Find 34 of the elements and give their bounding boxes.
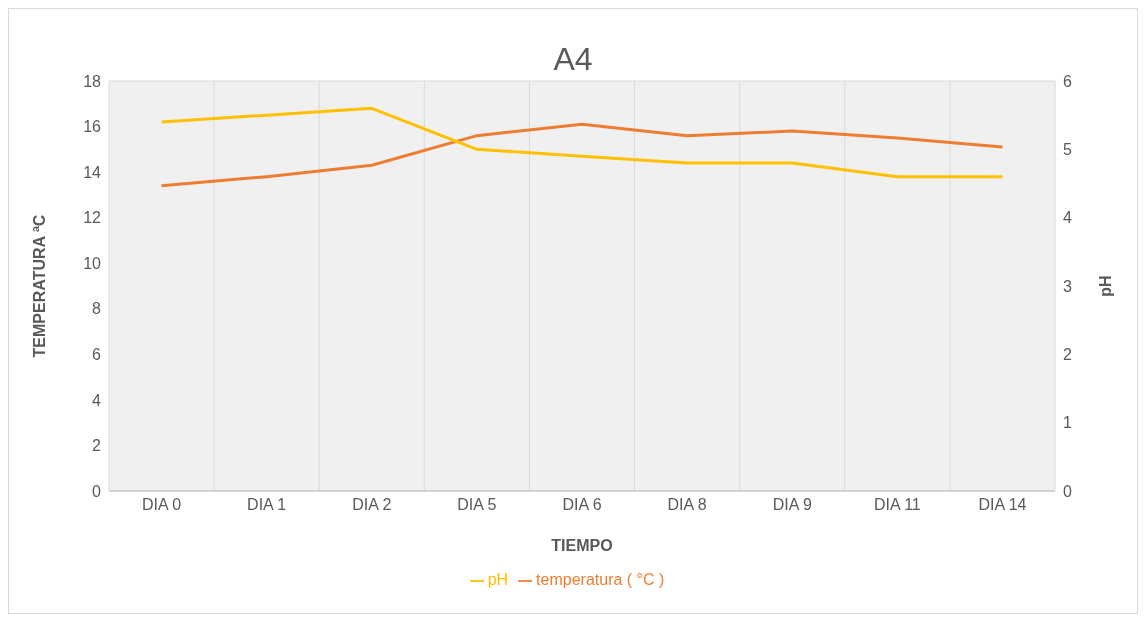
x-tick-label: DIA 0	[141, 496, 182, 514]
y2-tick-label: 0	[1063, 482, 1072, 500]
y-tick-label: 18	[83, 72, 102, 90]
x-tick-label: DIA 5	[457, 496, 497, 514]
y2-axis-title: pH	[1096, 275, 1114, 297]
y-tick-label: 0	[92, 482, 102, 500]
x-tick-label: DIA 8	[667, 496, 707, 514]
x-tick-label: DIA 14	[978, 496, 1027, 514]
y2-tick-label: 4	[1063, 209, 1072, 227]
y2-tick-label: 3	[1063, 277, 1072, 295]
y-tick-label: 8	[92, 300, 102, 318]
y-tick-label: 10	[83, 254, 102, 272]
y-tick-label: 4	[92, 391, 102, 409]
y2-tick-label: 1	[1063, 414, 1072, 432]
y-axis-title: TEMPERATURA ªC	[30, 214, 48, 358]
x-tick-label: DIA 11	[873, 496, 921, 514]
legend-label: temperatura ( °C )	[536, 571, 665, 588]
y2-tick-label: 2	[1063, 346, 1072, 364]
y2-tick-label: 6	[1063, 72, 1072, 90]
x-axis-title: TIEMPO	[551, 537, 613, 554]
y-tick-label: 2	[92, 437, 102, 455]
line-series	[160, 122, 1004, 188]
y-tick-label: 16	[83, 118, 102, 136]
y-tick-label: 14	[83, 163, 102, 181]
chart-title: A4	[552, 40, 594, 77]
legend-label: pH	[487, 571, 509, 588]
x-tick-label: DIA 9	[772, 496, 812, 514]
x-tick-label: DIA 1	[247, 496, 287, 514]
y-tick-label: 6	[92, 346, 102, 364]
line-series	[160, 106, 1004, 179]
x-tick-label: DIA 6	[562, 496, 602, 514]
x-tick-label: DIA 2	[352, 496, 392, 514]
y-tick-label: 12	[83, 209, 102, 227]
y2-tick-label: 5	[1063, 141, 1072, 159]
